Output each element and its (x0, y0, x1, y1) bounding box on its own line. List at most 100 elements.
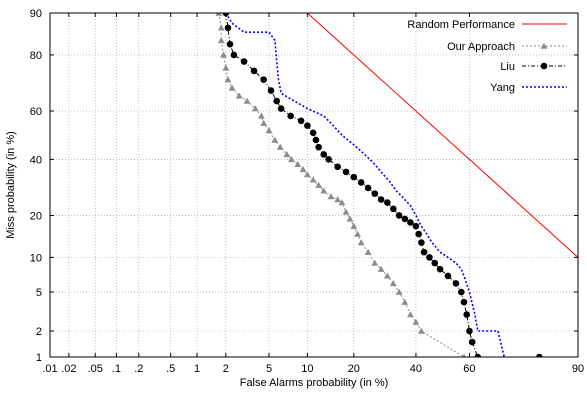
y-tick-label: 1 (36, 352, 42, 364)
data-point-our-approach (315, 181, 323, 188)
x-tick-label: .01 (42, 363, 57, 375)
data-point-our-approach (417, 327, 425, 334)
data-point-liu (304, 122, 311, 129)
data-point-our-approach (265, 127, 273, 134)
axis-ticks: .01 .02 .05 .1 .2 .5 1 2 5 10 20 40 60 90 1 2 5 10 20 40 60 8… (30, 8, 584, 375)
data-point-liu (436, 265, 444, 273)
data-point-liu (267, 87, 275, 94)
data-point-liu (474, 353, 482, 357)
data-point-liu (320, 151, 328, 158)
legend-entry-random-performance: Random Performance (407, 19, 567, 31)
legend-entry-our-approach: Our Approach (447, 41, 567, 53)
data-point-liu (342, 168, 350, 176)
data-point-our-approach (222, 64, 230, 71)
legend-label: Yang (490, 82, 515, 94)
data-point-liu (412, 222, 420, 230)
data-point-liu (364, 184, 372, 192)
data-point-liu (312, 136, 320, 144)
data-point-our-approach (327, 193, 335, 200)
data-point-our-approach (371, 259, 379, 266)
x-tick-label: .1 (112, 363, 121, 375)
data-point-liu (407, 219, 414, 226)
data-point-liu (250, 67, 258, 75)
data-point-liu (230, 51, 238, 59)
data-point-liu (458, 288, 465, 296)
data-point-liu (390, 205, 397, 213)
data-point-our-approach (320, 187, 328, 194)
data-point-our-approach (377, 265, 385, 272)
data-point-liu (371, 190, 379, 197)
data-point-our-approach (217, 36, 225, 44)
data-point-liu (420, 248, 428, 256)
y-tick-label: 80 (30, 50, 42, 62)
legend-entry-yang: Yang (490, 82, 567, 94)
data-point-our-approach (271, 136, 279, 143)
x-tick-label: .02 (61, 363, 76, 375)
x-tick-label: .2 (134, 363, 143, 375)
legend-label: Our Approach (447, 41, 515, 53)
data-point-our-approach (407, 311, 414, 318)
data-point-our-approach (294, 160, 302, 168)
y-tick-label: 40 (30, 154, 42, 166)
data-point-liu (260, 76, 267, 83)
x-tick-label: 60 (463, 363, 475, 375)
plot-series (215, 13, 578, 357)
x-tick-label: .5 (166, 363, 175, 375)
series-liu (222, 13, 543, 357)
data-point-liu (357, 179, 365, 186)
x-tick-label: 20 (348, 363, 360, 375)
data-point-liu (315, 143, 322, 151)
data-point-liu (224, 24, 232, 32)
data-point-liu (463, 311, 471, 318)
data-point-our-approach (220, 51, 228, 58)
data-point-our-approach (334, 196, 342, 203)
data-point-liu (377, 196, 385, 203)
data-point-liu (452, 280, 460, 287)
data-point-liu (226, 40, 234, 48)
series-line-random-performance (307, 13, 578, 258)
legend: Random Performance Our Approach Liu Yang (407, 19, 567, 94)
data-point-liu (277, 105, 285, 112)
data-point-liu (309, 129, 317, 137)
series-yang (225, 13, 506, 357)
data-point-liu (325, 156, 332, 163)
y-tick-label: 2 (36, 326, 42, 338)
series-line-yang (225, 13, 506, 357)
legend-entry-liu: Liu (500, 61, 567, 73)
data-point-liu (384, 199, 391, 206)
data-point-our-approach (412, 318, 420, 325)
series-random-performance (307, 13, 578, 258)
data-point-our-approach (276, 143, 284, 150)
data-point-our-approach (342, 208, 350, 215)
x-tick-label: 1 (194, 363, 200, 375)
data-point-our-approach (357, 239, 365, 246)
data-point-our-approach (462, 353, 466, 357)
data-point-liu (444, 272, 452, 280)
plot-frame (49, 12, 579, 358)
data-point-our-approach (299, 165, 307, 173)
x-tick-label: 5 (266, 363, 272, 375)
data-point-our-approach (309, 176, 317, 183)
data-point-our-approach (350, 222, 358, 229)
data-point-our-approach (217, 24, 225, 31)
data-point-liu (297, 117, 305, 125)
y-tick-label: 20 (30, 210, 42, 222)
data-point-our-approach (383, 272, 391, 279)
data-point-liu (431, 259, 439, 267)
x-axis-label: False Alarms probability (in %) (240, 377, 389, 389)
x-tick-label: 2 (223, 363, 229, 375)
y-tick-label: 90 (30, 8, 42, 20)
legend-swatch-marker (540, 42, 548, 49)
y-axis-label: Miss probability (in %) (5, 131, 17, 239)
data-point-our-approach (283, 151, 291, 158)
data-point-our-approach (235, 92, 243, 99)
data-point-our-approach (258, 112, 265, 119)
data-point-liu (401, 215, 409, 223)
data-point-liu (426, 254, 433, 261)
series-line-liu (225, 13, 540, 357)
data-point-our-approach (260, 119, 268, 126)
series-our-approach (215, 13, 466, 357)
data-point-liu (334, 163, 341, 171)
